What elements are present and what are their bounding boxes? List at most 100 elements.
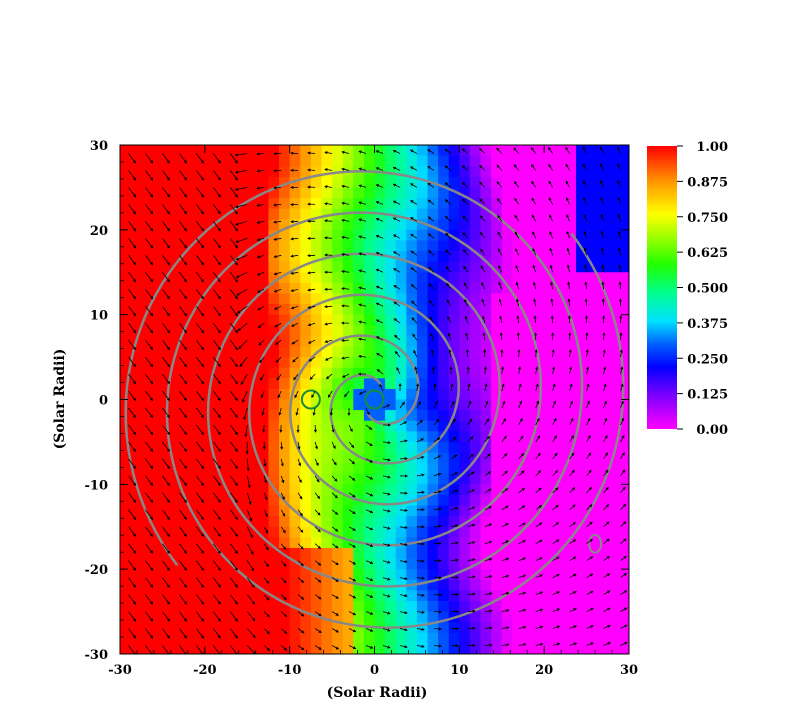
vector-arrow	[565, 146, 570, 154]
field-cell	[586, 155, 598, 167]
field-cell	[427, 484, 439, 496]
field-cell	[416, 314, 429, 326]
vector-arrow	[496, 198, 503, 205]
field-cell	[268, 579, 280, 591]
field-cell	[215, 240, 227, 252]
vector-arrow	[447, 332, 452, 341]
vector-arrow	[620, 590, 628, 595]
field-cell	[310, 569, 323, 581]
field-cell	[501, 346, 513, 358]
field-cell	[586, 632, 598, 644]
field-cell	[522, 272, 535, 284]
field-cell	[385, 558, 397, 570]
field-cell	[342, 410, 354, 422]
field-cell	[279, 176, 291, 189]
vector-arrow	[585, 349, 589, 358]
field-cell	[533, 494, 545, 507]
field-cell	[501, 145, 513, 157]
field-cell	[459, 558, 471, 570]
field-cell	[597, 463, 609, 475]
field-cell	[469, 590, 482, 602]
field-cell	[151, 145, 164, 157]
field-cell	[554, 558, 566, 570]
field-cell	[247, 208, 259, 220]
field-cell	[480, 378, 492, 390]
vector-arrow	[162, 221, 170, 232]
field-cell	[522, 420, 535, 432]
field-cell	[565, 516, 577, 528]
vector-arrow	[620, 452, 625, 460]
field-cell	[575, 484, 588, 496]
field-cell	[226, 388, 238, 401]
field-cell	[226, 600, 238, 613]
vector-arrow	[348, 424, 353, 433]
field-cell	[215, 208, 227, 220]
field-cell	[236, 516, 248, 528]
vector-arrow	[145, 238, 154, 249]
vector-arrow	[212, 322, 221, 334]
vector-arrow	[393, 251, 401, 256]
field-cell	[395, 251, 407, 263]
field-cell	[130, 145, 142, 157]
field-cell	[130, 367, 142, 379]
field-cell	[427, 272, 439, 284]
vector-arrow	[501, 383, 505, 392]
vector-arrow	[212, 407, 221, 419]
field-cell	[427, 261, 439, 273]
vector-arrow	[229, 272, 238, 283]
field-cell	[226, 261, 238, 273]
field-cell	[469, 208, 482, 220]
field-cell	[141, 547, 153, 560]
field-cell	[597, 272, 609, 284]
field-cell	[300, 632, 312, 644]
vector-arrow	[518, 435, 524, 443]
colorbar-tick-label: 0.00	[696, 423, 728, 438]
field-cell	[385, 261, 397, 273]
field-cell	[162, 452, 174, 464]
field-cell	[173, 357, 185, 369]
field-cell	[406, 272, 418, 284]
field-cell	[363, 526, 376, 538]
field-cell	[120, 229, 132, 242]
field-cell	[533, 643, 545, 654]
field-cell	[353, 240, 365, 252]
vector-arrow	[195, 356, 204, 368]
field-cell	[268, 208, 280, 220]
field-cell	[279, 261, 291, 273]
field-cell	[522, 229, 535, 242]
field-cell	[279, 346, 291, 358]
vector-arrow	[481, 298, 486, 307]
field-cell	[533, 346, 545, 358]
vector-arrow	[297, 543, 304, 550]
field-cell	[448, 600, 460, 613]
vector-arrow	[179, 204, 187, 215]
field-cell	[565, 463, 577, 475]
field-cell	[120, 600, 132, 613]
field-cell	[480, 346, 492, 358]
field-cell	[501, 516, 513, 528]
field-cell	[342, 145, 354, 157]
field-cell	[342, 272, 354, 284]
field-cell	[204, 473, 217, 485]
field-cell	[416, 611, 429, 623]
field-cell	[204, 420, 217, 432]
field-cell	[215, 526, 227, 538]
field-cell	[416, 579, 429, 591]
vector-arrow	[162, 356, 170, 368]
field-cell	[332, 494, 344, 507]
vector-arrow	[461, 148, 469, 154]
field-cell	[374, 410, 386, 422]
field-cell	[448, 240, 460, 252]
vector-arrow	[427, 233, 435, 239]
vector-arrow	[280, 475, 285, 484]
vector-arrow	[518, 505, 526, 511]
vector-arrow	[445, 232, 452, 239]
field-cell	[130, 441, 142, 454]
vector-arrow	[195, 288, 204, 300]
field-cell	[395, 410, 407, 422]
field-cell	[289, 420, 301, 432]
vector-arrow	[229, 492, 238, 503]
vector-arrow	[348, 611, 357, 616]
vector-arrow	[246, 492, 252, 505]
field-cell	[565, 229, 577, 242]
